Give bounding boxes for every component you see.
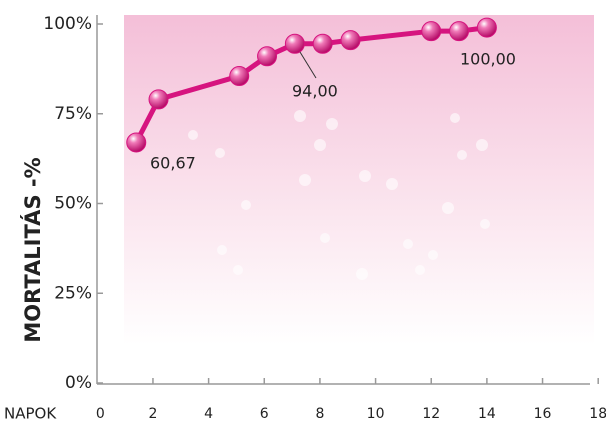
x-tick-label: 12 xyxy=(422,406,440,422)
line xyxy=(134,25,488,144)
x-tick-label: 14 xyxy=(478,406,496,422)
x-tick-label: 18 xyxy=(589,406,606,422)
point xyxy=(312,33,333,54)
x-tick-label: 6 xyxy=(260,406,269,422)
x-tick-label: 2 xyxy=(148,406,157,422)
x-tick-label: 8 xyxy=(315,406,324,422)
point xyxy=(284,33,305,54)
point xyxy=(148,89,169,110)
point xyxy=(126,132,147,153)
y-tick-label: 50% xyxy=(54,194,92,214)
annotation: 100,00 xyxy=(460,50,516,69)
annotation: 94,00 xyxy=(292,82,338,101)
x-tick-label: 10 xyxy=(367,406,385,422)
y-tick-label: 25% xyxy=(54,283,92,303)
x-axis-label: NAPOK xyxy=(4,405,57,423)
point xyxy=(449,21,470,42)
point xyxy=(229,66,250,87)
annotation: 60,67 xyxy=(150,154,196,173)
point xyxy=(257,46,278,67)
x-tick-label: 4 xyxy=(204,406,213,422)
y-axis-label: MORTALITÁS -% xyxy=(20,157,45,342)
point xyxy=(421,21,442,42)
point xyxy=(476,17,497,38)
y-tick-label: 75% xyxy=(54,104,92,124)
plot-background xyxy=(124,15,594,345)
x-tick-label: 0 xyxy=(96,406,105,422)
x-tick-label: 16 xyxy=(534,406,552,422)
annotation-leader xyxy=(299,51,317,79)
y-tick-label: 100% xyxy=(43,14,92,34)
bokeh xyxy=(188,110,490,280)
point xyxy=(340,30,361,51)
y-tick-label: 0% xyxy=(65,373,92,393)
